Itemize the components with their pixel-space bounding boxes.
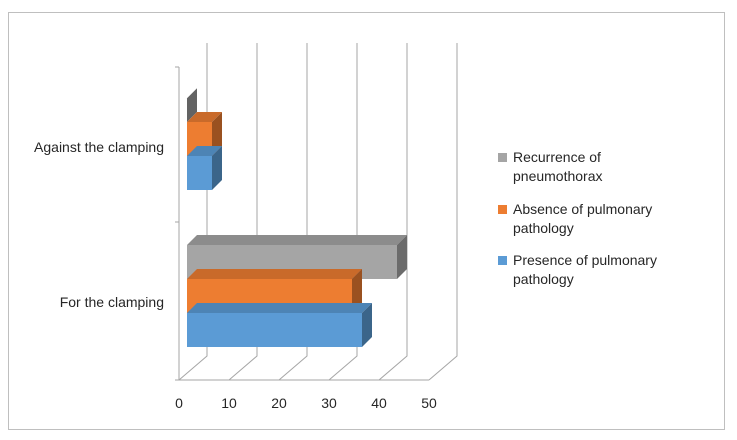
- gridline-20: [278, 43, 308, 381]
- gridline-50: [428, 43, 458, 381]
- legend-item-0: Presence of pulmonary pathology: [498, 252, 657, 287]
- legend-swatch: [498, 153, 507, 162]
- x-tick-label-20: 20: [271, 395, 287, 411]
- legend-item-1: Absence of pulmonary pathology: [498, 201, 652, 236]
- x-tick-label-10: 10: [221, 395, 237, 411]
- bar-side-face: [362, 303, 372, 347]
- bar-side-face: [212, 112, 222, 156]
- bar-side-face: [397, 235, 407, 279]
- gridline-10: [228, 43, 258, 381]
- bar-front: [187, 156, 212, 190]
- gridline-40: [378, 43, 408, 381]
- bar-zero-sliver: [187, 88, 197, 122]
- bar-0-0: [187, 303, 372, 347]
- legend-label: Presence of pulmonary pathology: [513, 252, 657, 287]
- category-label-0: For the clamping: [60, 294, 164, 310]
- bar-side-face: [352, 269, 362, 313]
- chart-frame: [8, 12, 725, 430]
- bar-1-2: [187, 88, 197, 122]
- x-tick-label-50: 50: [421, 395, 437, 411]
- bar-top-face: [187, 269, 362, 279]
- x-tick-label-30: 30: [321, 395, 337, 411]
- bar-side-face: [212, 146, 222, 190]
- bar-top-face: [187, 112, 222, 122]
- bar-top-face: [187, 146, 222, 156]
- bar-top-face: [187, 235, 407, 245]
- category-label-1: Against the clamping: [34, 139, 164, 155]
- gridline-30: [328, 43, 358, 381]
- legend-swatch: [498, 205, 507, 214]
- legend-item-2: Recurrence of pneumothorax: [498, 149, 603, 184]
- bar-1-0: [187, 146, 222, 190]
- x-tick-label-40: 40: [371, 395, 387, 411]
- legend-swatch: [498, 256, 507, 265]
- legend-label: Absence of pulmonary pathology: [513, 201, 652, 236]
- bar-top-face: [187, 303, 372, 313]
- legend-label: Recurrence of pneumothorax: [513, 149, 603, 184]
- x-tick-label-0: 0: [175, 395, 183, 411]
- bar-front: [187, 313, 362, 347]
